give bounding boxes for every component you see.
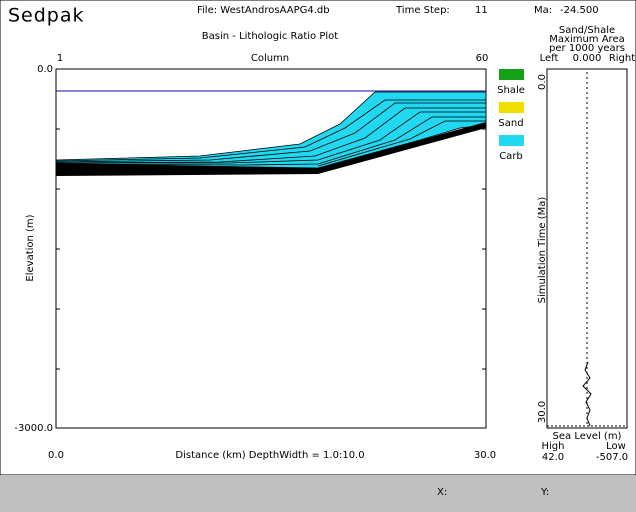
time-step-label: Time Step:	[395, 5, 450, 16]
high-value: 42.0	[542, 452, 564, 463]
ma-value: -24.500	[560, 5, 599, 16]
cursor-y: Y:	[540, 487, 549, 498]
low-label: Low	[606, 441, 626, 452]
y-bottom: -3000.0	[14, 423, 53, 434]
side-title: Sand/Shale	[559, 25, 615, 36]
column-start: 1	[57, 53, 63, 64]
time-top: 0.0	[537, 74, 548, 90]
y-top: 0.0	[37, 64, 53, 75]
time-step: 11	[475, 5, 488, 16]
column-label: Column	[251, 53, 289, 64]
cursor-x: X:	[437, 487, 447, 498]
x-start: 0.0	[48, 450, 64, 461]
column-end: 60	[476, 53, 489, 64]
x-end: 30.0	[474, 450, 496, 461]
x-label: Distance (km) DepthWidth = 1.0:10.0	[175, 450, 364, 461]
legend-label: Sand	[498, 118, 523, 129]
sea-level-label: Sea Level (m)	[553, 431, 622, 442]
legend: Shale Sand Carb	[497, 69, 525, 162]
side-title: Maximum Area	[549, 34, 624, 45]
y-label: Elevation (m)	[25, 214, 36, 281]
cross-section	[55, 68, 487, 429]
time-label: Simulation Time (Ma)	[537, 197, 548, 304]
low-value: -507.0	[596, 452, 628, 463]
legend-swatch	[499, 135, 524, 146]
plot-title: Basin - Lithologic Ratio Plot	[202, 31, 338, 42]
side-title: per 1000 years	[549, 43, 625, 54]
side-value: 0.000	[573, 53, 602, 64]
side-left: Left	[540, 53, 559, 64]
file-name: File: WestAndrosAAPG4.db	[197, 5, 330, 16]
ma-label: Ma:	[534, 5, 552, 16]
legend-swatch	[499, 69, 524, 80]
app-title: Sedpak	[8, 5, 85, 27]
legend-label: Shale	[497, 85, 525, 96]
time-bottom: 30.0	[537, 401, 548, 423]
side-right: Right	[609, 53, 635, 64]
status-bar	[0, 475, 636, 512]
legend-swatch	[499, 102, 524, 113]
time-panel	[546, 68, 628, 429]
high-label: High	[542, 441, 565, 452]
legend-label: Carb	[499, 151, 523, 162]
